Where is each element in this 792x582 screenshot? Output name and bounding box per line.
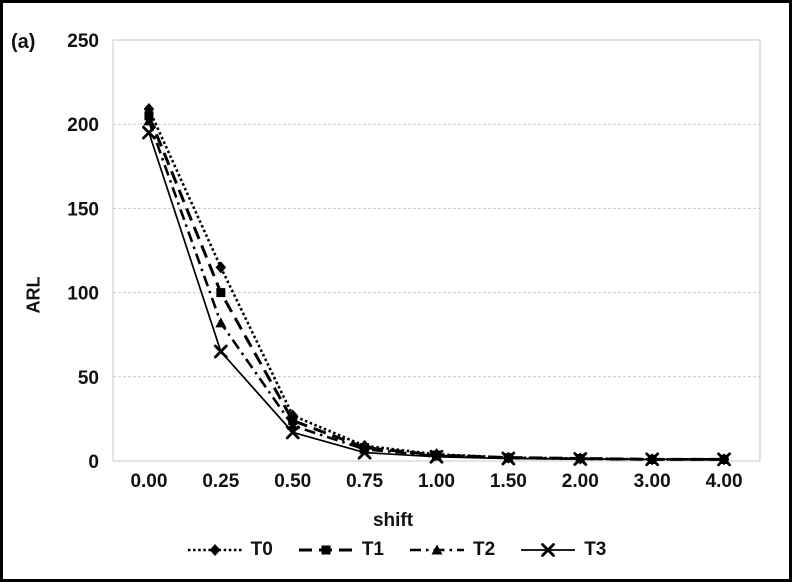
series-marker-T3 (213, 344, 228, 359)
series-marker-T0 (143, 103, 155, 116)
series-line-T2 (147, 120, 725, 461)
y-tick-label-200: 200 (67, 115, 99, 136)
legend-item-t1: T1 (297, 539, 384, 561)
legend-sample-t3 (521, 543, 576, 557)
x-tick-label-0.25: 0.25 (202, 471, 239, 492)
figure-label: (a) (11, 31, 36, 53)
series-marker-T3 (357, 445, 372, 460)
series-marker-T1 (216, 288, 226, 298)
series-marker-T0 (215, 261, 227, 274)
x-tick-label-1.50: 1.50 (490, 471, 527, 492)
legend-label-t3: T3 (584, 539, 607, 560)
legend-sample-t2 (410, 544, 464, 555)
series-marker-T3 (285, 425, 300, 440)
y-axis-title: ARL (23, 276, 44, 314)
legend-item-t2: T2 (408, 539, 495, 561)
x-tick-label-0.75: 0.75 (346, 471, 383, 492)
x-tick-label-4.00: 4.00 (706, 471, 743, 492)
plot-area-border (112, 39, 761, 462)
x-tick-label-2.00: 2.00 (562, 471, 599, 492)
y-tick-label-100: 100 (67, 284, 99, 305)
legend-item-t3: T3 (519, 539, 606, 561)
series-marker-T3 (645, 452, 660, 467)
y-tick-label-50: 50 (78, 368, 99, 389)
legend-sample-t0 (187, 544, 242, 556)
series-marker-T2 (287, 420, 299, 431)
series-marker-T2 (215, 317, 227, 328)
series-marker-T3 (142, 125, 156, 140)
x-axis-title: shift (372, 510, 414, 531)
x-tick-label-3.00: 3.00 (634, 471, 671, 492)
line-chart-canvas: 0 50 100 150 200 250 0.00 0.25 0.50 0.75 1.00 1.50 2… (67, 31, 761, 492)
series-marker-T3 (717, 452, 731, 467)
series-marker-T3 (429, 449, 444, 464)
series-marker-T3 (573, 452, 588, 466)
series-marker-T3 (501, 451, 516, 466)
legend-label-t2: T2 (473, 539, 496, 560)
legend-marker-T0 (209, 544, 220, 556)
x-tick-label-0.00: 0.00 (130, 471, 167, 492)
series-line-T0 (147, 108, 725, 461)
y-tick-label-0: 0 (88, 452, 99, 473)
y-tick-label-250: 250 (67, 31, 99, 52)
legend-label-t0: T0 (250, 539, 273, 560)
legend-marker-T3 (541, 543, 556, 557)
y-tick-label-150: 150 (67, 199, 99, 220)
legend-item-t0: T0 (186, 539, 273, 561)
x-tick-label-0.50: 0.50 (274, 471, 311, 492)
legend-marker-T2 (431, 544, 443, 555)
series-marker-T2 (143, 115, 155, 126)
legend-marker-T1 (321, 545, 331, 555)
legend-label-t1: T1 (361, 539, 384, 560)
series-line-T1 (147, 115, 725, 461)
legend-sample-t1 (298, 545, 353, 555)
x-tick-label-1.00: 1.00 (418, 471, 455, 492)
chart-legend: T0 T1 T2 T3 (3, 539, 789, 561)
